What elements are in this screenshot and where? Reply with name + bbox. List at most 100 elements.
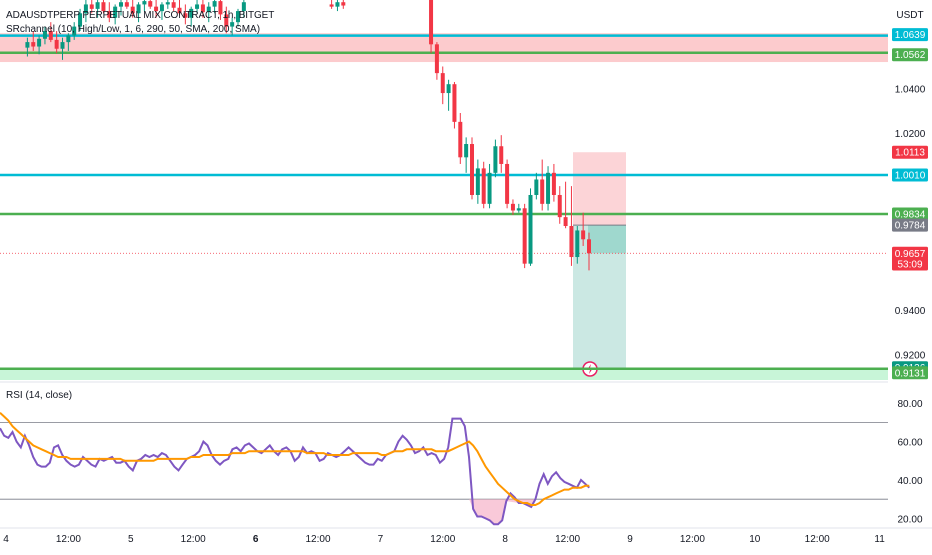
candle-30 <box>200 0 205 18</box>
candle-20 <box>142 0 147 12</box>
candle-47 <box>464 137 469 173</box>
rsi-legend[interactable]: RSI (14, close) <box>6 390 73 401</box>
zone-1 <box>0 367 888 380</box>
candle-body <box>236 11 240 23</box>
candles-layer <box>25 0 591 271</box>
price-label-6: 0.9657 <box>892 246 928 260</box>
candle-body <box>546 172 551 204</box>
candle-body <box>493 146 498 173</box>
price-label-bg <box>892 257 928 271</box>
price-label-bg <box>892 366 928 380</box>
candle-body <box>464 144 469 158</box>
candle-68 <box>587 232 591 271</box>
candle-10 <box>83 0 88 23</box>
price-label-text: 1.0639 <box>895 30 926 41</box>
time-label-6: 7 <box>378 534 384 545</box>
candle-43 <box>440 66 445 105</box>
price-label-1: 1.0562 <box>892 48 928 62</box>
candle-body <box>557 194 562 218</box>
candle-57 <box>522 203 527 269</box>
candle-33 <box>218 0 223 20</box>
candle-9 <box>78 8 83 32</box>
candle-50 <box>481 161 486 209</box>
indicator-legend[interactable]: SRchannel (10, High/Low, 1, 6, 290, 50, … <box>6 24 261 35</box>
candle-41 <box>429 0 434 54</box>
candle-46 <box>458 113 463 164</box>
candle-body <box>42 31 47 39</box>
candle-body <box>505 163 510 204</box>
candle-body <box>142 1 147 5</box>
candle-32 <box>212 0 217 14</box>
rsi-tick-1: 60.00 <box>897 438 922 449</box>
time-label-9: 12:00 <box>555 534 580 545</box>
candle-body <box>165 2 170 5</box>
candle-body <box>218 1 223 15</box>
candle-body <box>195 4 200 9</box>
candle-59 <box>534 172 539 200</box>
candle-49 <box>475 159 480 204</box>
candle-37 <box>241 0 246 18</box>
candle-body <box>587 239 591 254</box>
candle-body <box>563 217 568 227</box>
candle-62 <box>551 163 556 202</box>
price-axis-bg <box>888 0 932 550</box>
candle-body <box>83 4 88 14</box>
price-label-bg <box>892 218 928 232</box>
price-label-text: 0.9834 <box>895 210 926 221</box>
candle-body <box>31 42 36 47</box>
price-label-4: 0.9834 <box>892 207 928 221</box>
short-position-tool[interactable] <box>573 152 626 377</box>
candle-18 <box>130 0 135 18</box>
candle-65 <box>569 186 574 266</box>
candle-44 <box>446 79 451 111</box>
candle-14 <box>107 2 112 23</box>
candle-body <box>183 13 188 18</box>
rsi-pane <box>0 381 932 526</box>
time-axis: 4 12:00 5 12:00 6 12:00 7 12:00 8 12:00 9 12:00 10 12… <box>0 527 932 545</box>
candle-6 <box>60 37 65 60</box>
symbol-legend[interactable]: ADAUSDTPERP PERPETUAL MIX CONTRACT, 1h, … <box>6 10 275 21</box>
price-tick-1: 1.0200 <box>895 129 926 140</box>
time-label-11: 12:00 <box>680 534 705 545</box>
rsi-tick-0: 80.00 <box>897 399 922 410</box>
candle-body <box>177 7 182 14</box>
candle-body <box>189 8 194 18</box>
candle-58 <box>528 188 533 266</box>
price-tick-2: 0.9400 <box>895 306 926 317</box>
price-label-text: 1.0113 <box>895 148 925 159</box>
candle-38 <box>329 0 334 9</box>
candle-2 <box>37 35 42 55</box>
candle-body <box>78 13 83 27</box>
candle-body <box>206 6 211 13</box>
time-label-14: 11 <box>874 534 885 545</box>
candle-body <box>458 121 463 158</box>
candle-67 <box>581 212 586 246</box>
candle-body <box>329 4 334 7</box>
candle-body <box>60 42 65 49</box>
zone-0 <box>0 33 888 63</box>
candle-16 <box>119 0 123 16</box>
candle-body <box>159 4 164 12</box>
price-label-9: 0.9131 <box>892 366 928 380</box>
candle-55 <box>510 199 515 215</box>
candle-body <box>487 172 492 204</box>
candle-body <box>171 2 176 8</box>
candle-11 <box>89 0 94 14</box>
time-label-1: 12:00 <box>56 534 81 545</box>
candle-24 <box>165 0 170 9</box>
price-tick-3: 0.9200 <box>895 351 926 362</box>
candle-body <box>540 179 545 204</box>
candle-body <box>119 2 123 7</box>
candle-body <box>341 2 346 6</box>
candle-body <box>534 179 539 195</box>
rsi-tick-3: 20.00 <box>897 514 922 525</box>
candle-22 <box>154 0 159 18</box>
candle-45 <box>452 81 457 129</box>
candle-body <box>107 11 112 18</box>
candle-body <box>335 2 340 7</box>
candle-body <box>230 22 235 27</box>
candle-body <box>569 226 574 258</box>
